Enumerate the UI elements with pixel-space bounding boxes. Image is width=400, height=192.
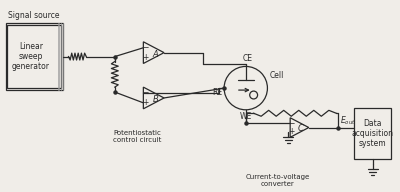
Text: B: B <box>152 95 158 104</box>
Text: Data
acquisition
system: Data acquisition system <box>352 118 394 148</box>
Bar <box>8 25 61 88</box>
Text: +: + <box>142 53 148 62</box>
Text: Current-to-voltage
converter: Current-to-voltage converter <box>245 174 309 187</box>
Text: WE: WE <box>240 112 252 121</box>
Text: $E_{out}$: $E_{out}$ <box>340 114 356 127</box>
Text: Signal source: Signal source <box>8 11 60 20</box>
Bar <box>354 108 392 159</box>
Text: +: + <box>288 127 295 137</box>
Text: −: − <box>288 119 295 128</box>
Text: −: − <box>142 43 148 52</box>
Text: Linear
sweep
generator: Linear sweep generator <box>12 42 50 71</box>
Text: CE: CE <box>243 55 253 64</box>
Text: +: + <box>142 98 148 107</box>
Text: Potentiostatic
control circuit: Potentiostatic control circuit <box>113 130 162 142</box>
Text: A: A <box>152 50 158 59</box>
Bar <box>6 23 63 90</box>
Text: Cell: Cell <box>269 71 284 80</box>
Text: RE: RE <box>212 88 222 97</box>
Text: −: − <box>142 89 148 98</box>
Text: C: C <box>298 124 304 133</box>
